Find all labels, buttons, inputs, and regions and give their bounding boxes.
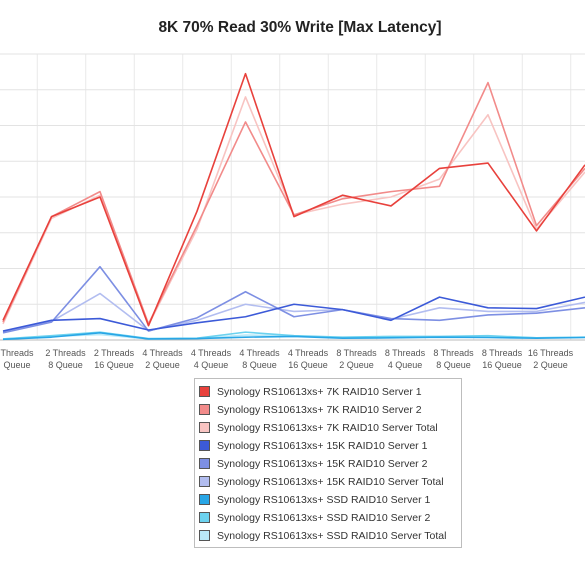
x-tick-label: 8 Threads [385,348,426,358]
x-tick-label: 8 Queue [242,360,277,370]
x-tick-label: 4 Threads [288,348,329,358]
x-tick-label: 4 Threads [142,348,183,358]
x-tick-label: 16 Queue [288,360,328,370]
x-tick-label: 8 Threads [336,348,377,358]
legend-label: Synology RS10613xs+ 15K RAID10 Server 1 [217,440,428,452]
legend-label: Synology RS10613xs+ 7K RAID10 Server 2 [217,404,422,416]
x-tick-label: 2 Queue [339,360,374,370]
grid-lines [0,53,585,341]
x-tick-label: Threads [0,348,34,358]
x-tick-label: 8 Queue [48,360,83,370]
series-line-7 [2,332,585,341]
legend-swatch [199,404,210,415]
series-line-6 [2,292,585,333]
series-line-5 [2,265,585,334]
x-tick-label: 2 Queue [145,360,180,370]
x-tick-label: 16 Queue [94,360,134,370]
legend-swatch [199,494,210,505]
legend-swatch [199,512,210,523]
legend-label: Synology RS10613xs+ SSD RAID10 Server 2 [217,512,431,524]
line-chart: Threads Queue 2 Threads 8 Queue 2 Threads 16 … [0,53,585,370]
chart-title: 8K 70% Read 30% Write [Max Latency] [158,19,442,36]
legend-swatch [199,476,210,487]
legend-swatch [199,530,210,541]
x-tick-label: 2 Threads [45,348,86,358]
series-line-3 [2,96,585,326]
x-tick-label: 16 Queue [482,360,522,370]
x-tick-label: 8 Threads [482,348,523,358]
legend-label: Synology RS10613xs+ 7K RAID10 Server 1 [217,386,422,398]
legend-swatch [199,422,210,433]
x-axis-labels: Threads Queue 2 Threads 8 Queue 2 Threads 16 … [0,348,574,370]
legend-label: Synology RS10613xs+ 15K RAID10 Server To… [217,476,444,488]
legend-swatch [199,386,210,397]
legend: Synology RS10613xs+ 7K RAID10 Server 1 Sy… [194,378,462,548]
legend-label: Synology RS10613xs+ SSD RAID10 Server To… [217,530,447,542]
x-tick-label: Queue [3,360,30,370]
x-tick-label: 2 Queue [533,360,568,370]
x-tick-label: 8 Threads [433,348,474,358]
series-line-2 [2,81,585,325]
series-layer [2,72,585,341]
legend-label: Synology RS10613xs+ 15K RAID10 Server 2 [217,458,428,470]
series-line-4 [2,296,585,332]
series-line-1 [2,72,585,327]
x-tick-label: 16 Threads [528,348,574,358]
x-tick-label: 2 Threads [94,348,135,358]
x-tick-label: 4 Queue [388,360,423,370]
x-tick-label: 8 Queue [436,360,471,370]
x-tick-label: 4 Threads [191,348,232,358]
legend-swatch [199,440,210,451]
legend-label: Synology RS10613xs+ SSD RAID10 Server 1 [217,494,431,506]
x-tick-label: 4 Threads [239,348,280,358]
legend-label: Synology RS10613xs+ 7K RAID10 Server Tot… [217,422,438,434]
x-tick-label: 4 Queue [194,360,229,370]
legend-swatch [199,458,210,469]
